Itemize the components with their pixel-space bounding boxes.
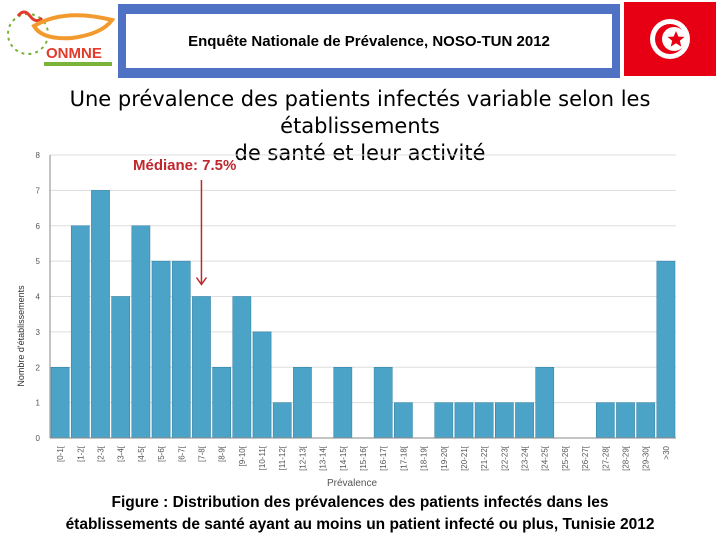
x-tick-label: [24-25[ (541, 445, 550, 471)
onmne-logo: ONMNE (4, 4, 116, 76)
prevalence-histogram: 0 1 2 3 4 5 6 7 8 [0-1[ [1-2[ [2-3[ [3-4[ [4-5[ [5-6[ [… (0, 140, 720, 490)
bar (616, 402, 635, 439)
y-tick-label: 1 (36, 399, 41, 408)
bar (434, 402, 454, 439)
bar (232, 296, 252, 439)
x-tick-label: [13-14[ (319, 445, 328, 471)
bar (131, 225, 151, 439)
x-tick-label: [1-2[ (76, 445, 85, 462)
bar (474, 402, 494, 439)
x-tick-label: [22-23[ (500, 445, 509, 471)
caption-line1: Figure : Distribution des prévalences de… (111, 494, 609, 511)
x-tick-label: [25-26[ (561, 445, 570, 471)
y-tick-label: 3 (36, 328, 41, 337)
bar (70, 225, 90, 439)
x-tick-label: [2-3[ (96, 445, 105, 462)
x-tick-label: [20-21[ (460, 445, 469, 471)
caption-line2: établissements de santé ayant au moins u… (65, 516, 655, 533)
x-tick-label: [19-20[ (440, 445, 449, 471)
tunisia-flag (624, 2, 716, 76)
x-tick-label: [23-24[ (521, 445, 530, 471)
y-tick-label: 0 (36, 434, 41, 443)
y-tick-label: 2 (36, 363, 41, 372)
x-tick-label: [17-18[ (399, 445, 408, 471)
bar (151, 260, 171, 439)
x-tick-label: [7-8[ (197, 445, 206, 462)
bar (333, 367, 353, 439)
median-arrowhead (195, 277, 208, 286)
bar (252, 331, 272, 439)
bar (91, 190, 110, 439)
y-tick-label: 5 (36, 257, 41, 266)
bar (595, 402, 615, 439)
header-banner: Enquête Nationale de Prévalence, NOSO-TU… (118, 4, 620, 78)
x-tick-label: [11-12[ (278, 445, 287, 470)
bar (111, 296, 131, 439)
banner-title: Enquête Nationale de Prévalence, NOSO-TU… (126, 14, 612, 68)
x-tick-label: [12-13[ (298, 445, 307, 471)
bar (272, 402, 292, 439)
x-tick-label: [18-19[ (420, 445, 429, 471)
chart-svg: 0 1 2 3 4 5 6 7 8 [0-1[ [1-2[ [2-3[ [3-4[ [4-5[ [5-6[ [… (16, 151, 676, 489)
y-tick-label: 7 (36, 186, 41, 195)
median-label: Médiane: 7.5% (133, 157, 236, 174)
x-tick-label: [8-9[ (218, 445, 227, 462)
slide-title-line1: Une prévalence des patients infectés var… (69, 87, 651, 138)
bar (394, 402, 413, 439)
x-tick-label: [14-15[ (339, 445, 348, 471)
bar (212, 367, 231, 439)
bar (171, 260, 191, 439)
y-tick-label: 6 (36, 222, 41, 231)
x-tick-label: [21-22[ (480, 445, 489, 471)
bar (373, 367, 393, 439)
x-tick-label: [0-1[ (56, 445, 65, 462)
x-tick-label: [27-28[ (601, 445, 610, 471)
y-tick-label: 4 (36, 293, 41, 302)
x-tick-label: [15-16[ (359, 445, 368, 471)
x-tick-label: [4-5[ (137, 445, 146, 462)
x-tick-label: [3-4[ (117, 445, 126, 462)
bar (636, 402, 656, 439)
bar (192, 296, 211, 439)
bar (535, 367, 555, 439)
bar (293, 367, 312, 439)
x-tick-label: [10-11[ (258, 445, 267, 470)
x-tick-label: [26-27[ (581, 445, 590, 471)
bar (50, 367, 70, 439)
bar (495, 402, 514, 439)
svg-text:ONMNE: ONMNE (46, 45, 102, 62)
slide-title-line2: de santé et leur activité (234, 141, 486, 165)
slide-title: Une prévalence des patients infectés var… (10, 86, 710, 167)
figure-caption: Figure : Distribution des prévalences de… (0, 492, 720, 536)
x-tick-label: >30 (662, 445, 671, 459)
x-tick-label: [29-30[ (642, 445, 651, 471)
x-tick-label: [28-29[ (622, 445, 631, 471)
x-tick-label: [5-6[ (157, 445, 166, 462)
bar (515, 402, 534, 439)
x-tick-label: [16-17[ (379, 445, 388, 471)
y-axis-label: Nombre d'établissements (16, 285, 26, 387)
bar (454, 402, 474, 439)
y-tick-label: 8 (36, 151, 41, 160)
x-tick-label: [9-10[ (238, 445, 247, 466)
x-axis-label: Prévalence (327, 478, 377, 489)
x-tick-label: [6-7[ (177, 445, 186, 462)
bar (656, 260, 676, 439)
